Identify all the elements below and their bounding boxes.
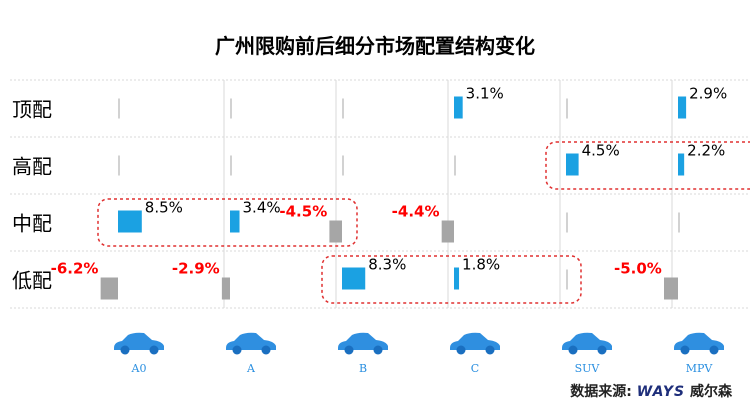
car-icon: A <box>222 330 280 375</box>
chart-title: 广州限购前后细分市场配置结构变化 <box>215 34 535 58</box>
bar-stub <box>118 155 120 176</box>
bar-stub <box>566 269 568 290</box>
segment-label: B <box>358 362 368 375</box>
bar <box>454 267 460 290</box>
bar <box>454 96 463 119</box>
bar <box>566 153 579 176</box>
bar-stub <box>454 155 456 176</box>
bar-stub <box>230 155 232 176</box>
car-icon: MPV <box>670 330 728 375</box>
source-prefix: 数据来源: <box>570 384 632 400</box>
bar <box>118 210 142 233</box>
data-label: -5.0% <box>614 260 662 278</box>
segment-label: MPV <box>685 362 713 375</box>
data-label: 1.8% <box>462 256 500 274</box>
highlight-box <box>545 141 750 190</box>
highlight-box <box>97 198 358 247</box>
segment-label: SUV <box>574 362 600 375</box>
bar <box>441 220 454 243</box>
data-label: 2.2% <box>687 142 725 160</box>
data-source: 数据来源: WAYS 威尔森 <box>570 381 732 401</box>
bar <box>678 96 687 119</box>
data-label: -4.4% <box>392 203 440 221</box>
bar-stub <box>342 155 344 176</box>
data-label: 4.5% <box>582 142 620 160</box>
bar-stub <box>118 98 120 119</box>
highlight-box <box>321 255 582 304</box>
data-label: -4.5% <box>279 203 327 221</box>
source-suffix: 威尔森 <box>690 384 732 400</box>
data-label: 3.4% <box>243 199 281 217</box>
row-label: 中配 <box>12 212 52 236</box>
bar <box>221 277 230 300</box>
data-label: -2.9% <box>172 260 220 278</box>
data-label: 8.3% <box>368 256 406 274</box>
car-icon: SUV <box>558 330 616 375</box>
data-label: 2.9% <box>689 85 727 103</box>
car-icon: A0 <box>110 330 168 375</box>
bar-stub <box>566 212 568 233</box>
bar-stub <box>342 98 344 119</box>
car-icon: C <box>446 330 504 375</box>
car-icon: B <box>334 330 392 375</box>
bar-stub <box>230 98 232 119</box>
segment-label: A <box>247 362 255 375</box>
segment-icons-row: A0 A B C SUV MPV <box>0 330 750 380</box>
bar <box>100 277 118 300</box>
segment-label: C <box>470 362 480 375</box>
data-label: 8.5% <box>145 199 183 217</box>
bar <box>678 153 685 176</box>
bar <box>342 267 366 290</box>
bar-stub <box>566 98 568 119</box>
data-label: 3.1% <box>466 85 504 103</box>
row-label: 高配 <box>12 155 52 179</box>
row-label: 低配 <box>12 269 52 293</box>
bar <box>230 210 240 233</box>
segment-label: A0 <box>131 362 147 375</box>
source-brand: WAYS <box>636 384 686 400</box>
data-label: -6.2% <box>51 260 99 278</box>
row-label: 顶配 <box>12 98 52 122</box>
bar-stub <box>678 212 680 233</box>
bar <box>664 277 678 300</box>
bar <box>329 220 342 243</box>
